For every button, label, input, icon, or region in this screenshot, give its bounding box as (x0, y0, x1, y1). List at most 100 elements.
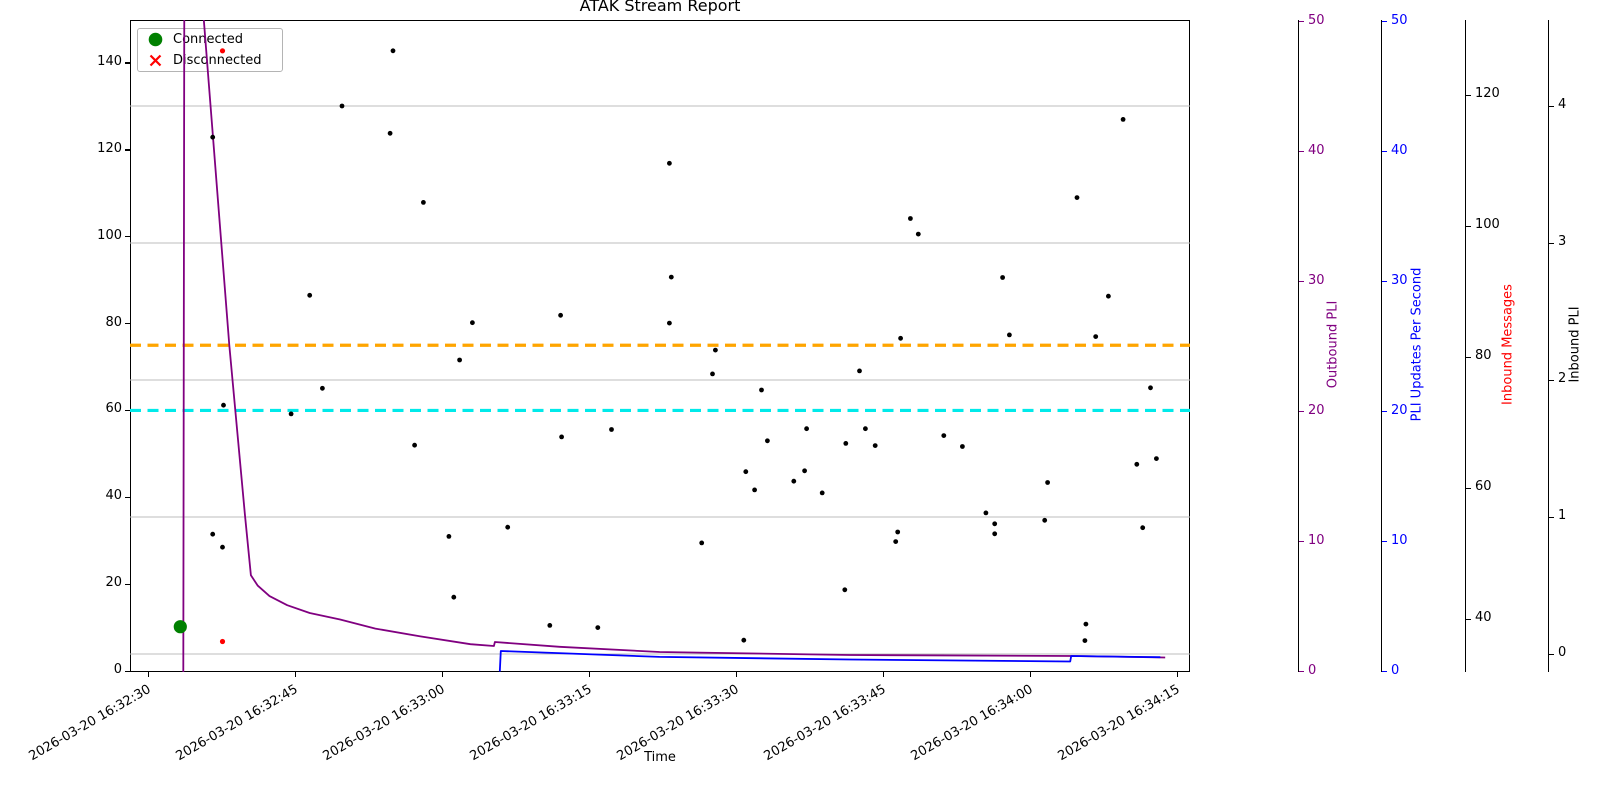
outbound-tick-mark (1299, 151, 1304, 153)
scatter-point (1074, 195, 1080, 201)
y-tick-mark (125, 409, 130, 412)
inbound_pli-tick-mark (1549, 105, 1554, 107)
legend-row-disconnected: Disconnected (147, 51, 282, 70)
scatter-point (710, 371, 715, 377)
y-tick-mark (125, 149, 130, 151)
scatter-point (992, 531, 998, 537)
updates-tick-mark (1382, 281, 1387, 283)
scatter-point (863, 426, 868, 432)
outbound-tick-label: 10 (1308, 532, 1325, 548)
inbound_pli-tick-label: 0 (1558, 645, 1567, 660)
inbound_pli-tick-mark (1549, 653, 1554, 655)
updates-tick-mark (1382, 151, 1387, 153)
disconnected-x-icon (149, 54, 162, 67)
y-tick-label: 40 (105, 488, 122, 504)
updates-tick-label: 20 (1391, 402, 1408, 418)
inbound_pli-tick-mark (1549, 242, 1554, 244)
scatter-point (1082, 638, 1088, 643)
y-tick-mark (125, 62, 130, 64)
outbound-tick-mark (1299, 671, 1304, 673)
legend-disconnected-label: Disconnected (173, 53, 262, 68)
scatter-point (210, 531, 216, 537)
y-tick-mark (125, 236, 130, 238)
y-tick-label: 0 (113, 662, 122, 677)
messages-tick-mark (1466, 618, 1471, 620)
outbound-spine (1298, 20, 1300, 672)
scatter-point (713, 347, 718, 353)
scatter-point (1120, 117, 1126, 122)
scatter-point (960, 444, 965, 449)
red-point (219, 48, 226, 54)
inbound_pli-tick-label: 2 (1558, 371, 1567, 386)
scatter-point (339, 103, 345, 109)
scatter-point (1083, 621, 1089, 627)
scatter-point (220, 544, 225, 550)
inbound_pli-tick-label: 4 (1558, 97, 1567, 112)
scatter-point (609, 427, 614, 432)
scatter-point (872, 443, 878, 448)
scatter-point (1000, 275, 1005, 280)
updates-tick-label: 50 (1391, 12, 1408, 28)
x-tick-mark (883, 672, 885, 677)
outbound-axis-title: Outbound PLI (1325, 300, 1341, 389)
inbound_pli-tick-label: 3 (1558, 234, 1567, 249)
inbound_pli-tick-mark (1549, 516, 1554, 518)
scatter-point (210, 134, 216, 140)
scatter-point (759, 387, 764, 393)
updates-tick-label: 0 (1391, 662, 1400, 678)
legend-row-connected: Connected (147, 30, 282, 49)
outbound-tick-mark (1299, 281, 1304, 283)
scatter-point (1154, 456, 1159, 461)
y-tick-mark (125, 496, 130, 498)
scatter-point (1140, 525, 1146, 531)
outbound-tick-mark (1299, 411, 1304, 413)
updates-tick-label: 40 (1391, 142, 1408, 158)
scatter-point (857, 368, 862, 374)
updates-axis-title: PLI Updates Per Second (1409, 267, 1425, 422)
messages-tick-label: 40 (1475, 610, 1492, 626)
scatter-point (1148, 385, 1153, 391)
scatter-point (895, 529, 901, 535)
y-tick-mark (125, 323, 130, 325)
outbound-tick-label: 50 (1308, 12, 1325, 28)
outbound-tick-label: 20 (1308, 402, 1325, 418)
outbound-tick-mark (1299, 541, 1304, 543)
scatter-point (667, 320, 672, 326)
outbound_pli-line (182, 20, 1166, 672)
scatter-point (908, 216, 913, 221)
y-tick-label: 100 (97, 227, 122, 243)
x-tick-mark (736, 672, 738, 677)
messages-tick-mark (1466, 94, 1471, 96)
messages-axis-title: Inbound Messages (1500, 284, 1516, 405)
outbound-tick-mark (1299, 21, 1304, 23)
scatter-point (1093, 334, 1099, 339)
outbound-tick-label: 30 (1308, 272, 1325, 288)
y-tick-mark (125, 670, 130, 672)
chart-layer (130, 20, 1190, 672)
scatter-point (451, 594, 457, 600)
chart-title: ATAK Stream Report (579, 0, 741, 15)
scatter-point (221, 402, 226, 408)
scatter-point (804, 426, 809, 432)
x-tick-mark (589, 672, 591, 677)
messages-tick-label: 60 (1475, 479, 1492, 495)
scatter-point (668, 274, 674, 280)
y-tick-mark (125, 583, 130, 585)
scatter-point (446, 534, 452, 539)
scatter-point (1134, 461, 1140, 467)
x-tick-mark (1177, 672, 1179, 677)
legend: Connected Disconnected (137, 28, 283, 72)
y-tick-label: 80 (105, 314, 122, 330)
scatter-point (1106, 293, 1111, 299)
scatter-point (992, 521, 998, 527)
scatter-point (667, 160, 672, 166)
scatter-point (819, 490, 825, 496)
messages-tick-label: 120 (1475, 86, 1500, 102)
legend-connected-label: Connected (173, 32, 244, 47)
x-axis-label: Time (644, 750, 676, 765)
updates-tick-mark (1382, 21, 1387, 23)
scatter-point (288, 411, 294, 417)
x-tick-mark (442, 672, 444, 677)
scatter-point (941, 433, 947, 438)
